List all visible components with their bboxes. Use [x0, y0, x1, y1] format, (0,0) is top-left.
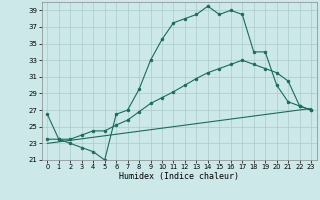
X-axis label: Humidex (Indice chaleur): Humidex (Indice chaleur) — [119, 172, 239, 181]
